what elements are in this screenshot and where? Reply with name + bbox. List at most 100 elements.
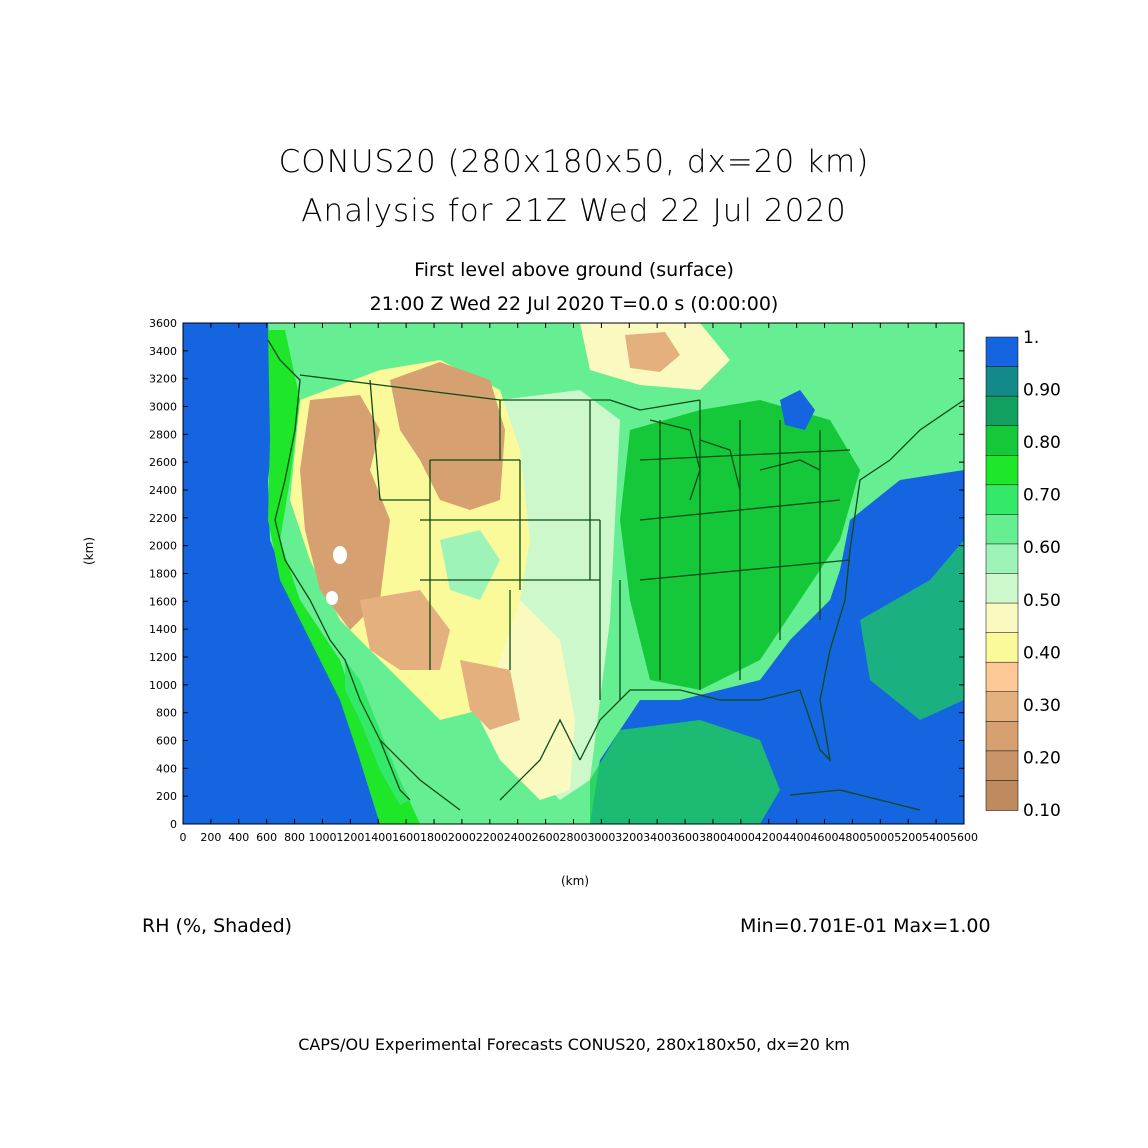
mexico-coast (379, 718, 581, 811)
y-tick-label: 3600 (149, 317, 177, 330)
x-tick-label: 1400 (364, 831, 392, 844)
colorbar-swatch (985, 750, 1019, 782)
x-tick-label: 4600 (811, 831, 839, 844)
arizona-dry (360, 590, 450, 670)
colorbar-swatch (985, 514, 1019, 545)
y-axis-ticks: 0 200 400 600 800 1000 1200 1400 1600 1800 2000 220… (149, 317, 964, 831)
x-tick-label: 5600 (950, 831, 978, 844)
x-tick-label: 4200 (755, 831, 783, 844)
y-tick-label: 600 (156, 735, 177, 748)
x-tick-label: 1000 (308, 831, 336, 844)
colorbar-swatch (985, 336, 1019, 368)
x-tick-label: 1600 (392, 831, 420, 844)
x-tick-label: 800 (284, 831, 305, 844)
colorbar-label: 0.60 (1023, 538, 1061, 558)
x-axis-ticks: 0 200 400 600 800 1000 1200 1400 1600 1800 2000 220… (180, 323, 978, 844)
colorbar-label: 0.70 (1023, 486, 1061, 506)
x-tick-label: 5400 (922, 831, 950, 844)
nodata-spot-2 (326, 591, 338, 605)
colorbar-label: 0.30 (1023, 696, 1061, 716)
y-tick-label: 1000 (149, 679, 177, 692)
colorbar-swatch (985, 395, 1019, 427)
rh-field (183, 323, 964, 824)
colorado-moist (440, 530, 500, 600)
colorbar-swatch (985, 543, 1019, 575)
x-tick-label: 5000 (866, 831, 894, 844)
x-tick-label: 600 (256, 831, 277, 844)
y-tick-label: 1800 (149, 568, 177, 581)
y-tick-label: 2600 (149, 456, 177, 469)
x-tick-label: 400 (228, 831, 249, 844)
colorbar-swatch (985, 721, 1019, 752)
newmexico-dry (460, 660, 520, 730)
y-tick-label: 3200 (149, 373, 177, 386)
y-tick-label: 200 (156, 790, 177, 803)
great-lakes (649, 419, 821, 501)
ocean-moist-east (860, 540, 964, 720)
colorbar-swatch (985, 661, 1019, 693)
colorbar-swatch (985, 425, 1019, 456)
colorbar-swatch (985, 691, 1019, 723)
x-tick-label: 4800 (838, 831, 866, 844)
colorbar: 1. 0.90 0.80 0.70 0.60 0.50 0.40 0.30 0.20 0.10 (985, 328, 1061, 821)
colorbar-swatch (985, 602, 1019, 634)
x-tick-label: 1800 (420, 831, 448, 844)
level-subtitle: First level above ground (surface) (414, 259, 734, 281)
y-tick-label: 0 (170, 818, 177, 831)
colorbar-swatch (985, 780, 1019, 811)
y-tick-label: 3000 (149, 401, 177, 414)
x-tick-label: 3200 (615, 831, 643, 844)
colorbar-label: 0.50 (1023, 591, 1061, 611)
x-tick-label: 2000 (448, 831, 476, 844)
colorbar-label: 0.20 (1023, 748, 1061, 768)
y-tick-label: 2400 (149, 484, 177, 497)
colorbar-swatch (985, 455, 1019, 486)
baja-moist (345, 660, 410, 805)
y-tick-label: 1400 (149, 623, 177, 636)
west-very-dry (300, 395, 390, 630)
northeast-saturated (780, 390, 815, 430)
y-tick-label: 2800 (149, 428, 177, 441)
y-tick-label: 2200 (149, 512, 177, 525)
y-tick-label: 1200 (149, 651, 177, 664)
x-tick-label: 3400 (643, 831, 671, 844)
us-canada-border (299, 374, 701, 411)
colorbar-label: 1. (1023, 328, 1039, 348)
ocean-moist-south (590, 720, 780, 824)
x-tick-label: 200 (200, 831, 221, 844)
x-tick-label: 3600 (671, 831, 699, 844)
nodata-spot-1 (333, 546, 347, 564)
y-tick-label: 400 (156, 762, 177, 775)
x-tick-label: 2400 (504, 831, 532, 844)
boundaries (267, 339, 964, 811)
gulf-coast (579, 399, 964, 762)
montana-dry (390, 362, 505, 510)
x-tick-label: 0 (180, 831, 187, 844)
x-tick-label: 3000 (587, 831, 615, 844)
y-tick-label: 3400 (149, 345, 177, 358)
x-tick-label: 4400 (783, 831, 811, 844)
valid-time-subtitle: 21:00 Z Wed 22 Jul 2020 T=0.0 s (0:00:00… (369, 293, 779, 315)
footer-credit: CAPS/OU Experimental Forecasts CONUS20, … (298, 1035, 850, 1054)
x-tick-label: 2600 (532, 831, 560, 844)
colorbar-swatch (985, 573, 1019, 604)
field-name: RH (%, Shaded) (142, 915, 293, 937)
colorbar-label: 0.40 (1023, 643, 1061, 663)
y-axis-label: (km) (82, 536, 96, 565)
west-coast-moist (268, 330, 420, 824)
field-minmax: Min=0.701E-01 Max=1.00 (740, 915, 991, 937)
x-tick-label: 3800 (699, 831, 727, 844)
y-tick-label: 1600 (149, 595, 177, 608)
y-tick-label: 800 (156, 707, 177, 720)
colorbar-swatch (985, 632, 1019, 663)
x-axis-label: (km) (561, 874, 590, 888)
coastline-west (267, 339, 411, 801)
x-tick-label: 2800 (560, 831, 588, 844)
colorbar-swatch (985, 366, 1019, 397)
x-tick-label: 4000 (727, 831, 755, 844)
cuba (789, 789, 921, 811)
colorbar-swatch (985, 484, 1019, 516)
colorbar-label: 0.10 (1023, 801, 1061, 821)
x-tick-label: 1200 (336, 831, 364, 844)
